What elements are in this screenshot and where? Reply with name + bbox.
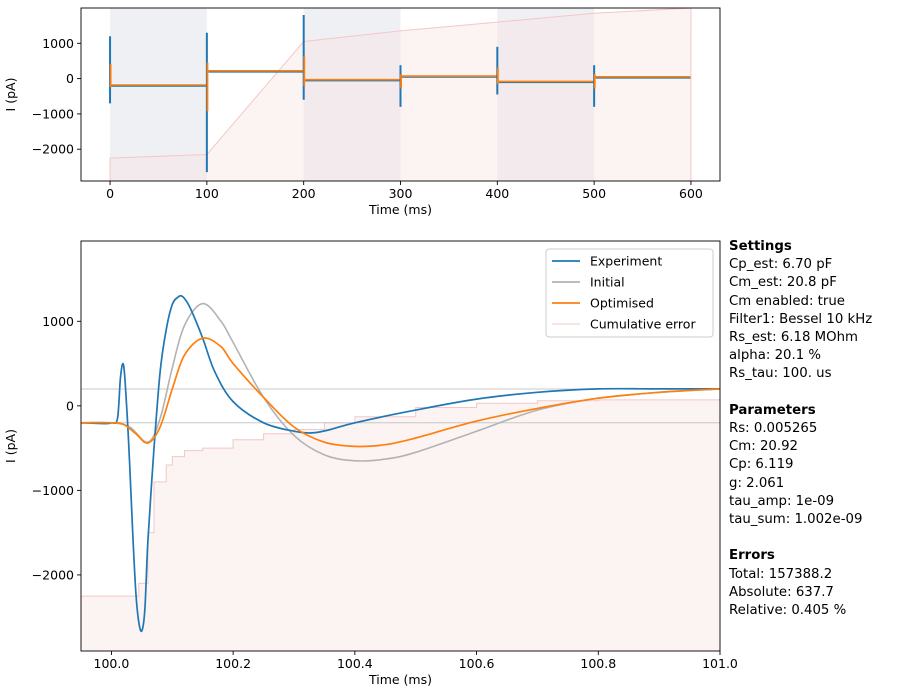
bottom-xlabel: Time (ms) xyxy=(368,672,432,687)
experiment-line xyxy=(81,294,720,633)
error-relative: Relative: 0.405 % xyxy=(729,603,847,619)
top-xtick-label: 600 xyxy=(679,186,703,201)
error-absolute: Absolute: 637.7 xyxy=(729,584,834,600)
top-ytick-label: −2000 xyxy=(32,142,74,157)
top-ytick-label: 0 xyxy=(66,71,74,86)
param-tau-amp: tau_amp: 1e-09 xyxy=(729,493,835,509)
param-g: g: 2.061 xyxy=(729,475,785,491)
shaded-segment xyxy=(303,8,401,181)
legend-label: Experiment xyxy=(590,254,662,269)
settings-heading: Settings xyxy=(729,239,792,254)
param-cp: Cp: 6.119 xyxy=(729,457,794,473)
bottom-xtick-label: 100.4 xyxy=(337,656,373,671)
param-tau-sum: tau_sum: 1.002e-09 xyxy=(729,512,863,528)
setting-cm-est: Cm_est: 20.8 pF xyxy=(729,275,837,291)
bottom-ytick-label: −1000 xyxy=(32,483,74,498)
bottom-xtick-label: 101.0 xyxy=(702,656,738,671)
bottom-xtick-label: 100.6 xyxy=(459,656,495,671)
plot-area xyxy=(81,294,720,651)
bottom-frame xyxy=(80,240,721,652)
param-rs: Rs: 0.005265 xyxy=(729,421,818,437)
top-ytick-label: −1000 xyxy=(32,106,74,121)
legend-box xyxy=(545,248,714,338)
top-xtick-label: 300 xyxy=(389,186,413,201)
top-xtick-label: 400 xyxy=(485,186,509,201)
top-plot: 0 100 200 300 400 500 600 −2000 −1000 0 1000 Time (… xyxy=(3,7,721,217)
top-xtick-label: 200 xyxy=(292,186,316,201)
optimised-trace xyxy=(111,70,691,86)
setting-filter1: Filter1: Bessel 10 kHz xyxy=(729,311,873,327)
shaded-segment xyxy=(497,8,595,181)
top-ytick-label: 1000 xyxy=(42,36,74,51)
param-cm: Cm: 20.92 xyxy=(729,439,799,455)
setting-rs-tau: Rs_tau: 100. us xyxy=(729,366,832,382)
legend-label: Initial xyxy=(590,275,625,290)
parameters-heading: Parameters xyxy=(729,402,816,418)
bottom-ylabel: I (pA) xyxy=(3,429,18,463)
top-xtick-label: 100 xyxy=(195,186,219,201)
bottom-xtick-label: 100.0 xyxy=(94,656,130,671)
shaded-segment xyxy=(110,8,207,181)
legend-label: Cumulative error xyxy=(590,317,696,332)
top-xtick-label: 0 xyxy=(106,186,114,201)
cumulative-error-area xyxy=(81,399,720,651)
setting-cp-est: Cp_est: 6.70 pF xyxy=(729,257,833,273)
bottom-ytick-label: 0 xyxy=(66,398,74,413)
legend: Experiment Initial Optimised Cumulative err… xyxy=(545,248,714,338)
optimised-line xyxy=(81,337,720,448)
setting-alpha: alpha: 20.1 % xyxy=(729,348,822,364)
sidebar-info: Settings Cp_est: 6.70 pF Cm_est: 20.8 pF… xyxy=(729,238,872,620)
bottom-plot: 100.0 100.2 100.4 100.6 100.8 101.0 −2000 −1000… xyxy=(3,240,738,687)
legend-label: Optimised xyxy=(590,296,654,311)
top-ylabel: I (pA) xyxy=(3,78,18,112)
error-total: Total: 157388.2 xyxy=(729,566,833,582)
top-xlabel: Time (ms) xyxy=(368,202,432,217)
bottom-ytick-label: 1000 xyxy=(42,314,74,329)
top-xtick-label: 500 xyxy=(582,186,606,201)
plot-area xyxy=(109,8,692,181)
setting-cm-enabled: Cm enabled: true xyxy=(729,293,845,309)
setting-rs-est: Rs_est: 6.18 MOhm xyxy=(729,330,858,346)
bottom-ytick-label: −2000 xyxy=(32,567,74,582)
bottom-xtick-label: 100.2 xyxy=(215,656,251,671)
bottom-xtick-label: 100.8 xyxy=(580,656,616,671)
errors-heading: Errors xyxy=(729,548,775,564)
